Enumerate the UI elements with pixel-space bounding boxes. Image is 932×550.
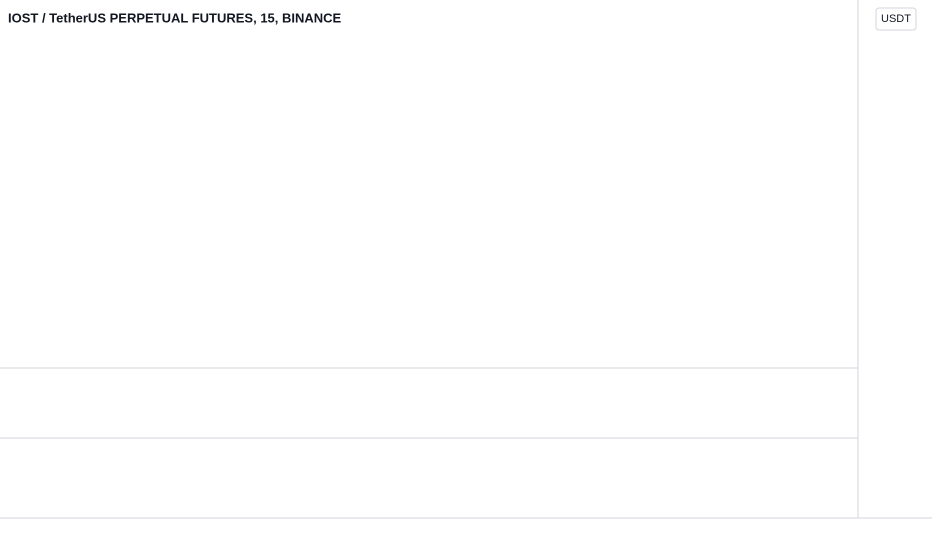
currency-label[interactable]: USDT	[881, 13, 911, 25]
chart-title: IOST / TetherUS PERPETUAL FUTURES, 15, B…	[8, 10, 342, 25]
currency-button[interactable]	[875, 7, 917, 31]
